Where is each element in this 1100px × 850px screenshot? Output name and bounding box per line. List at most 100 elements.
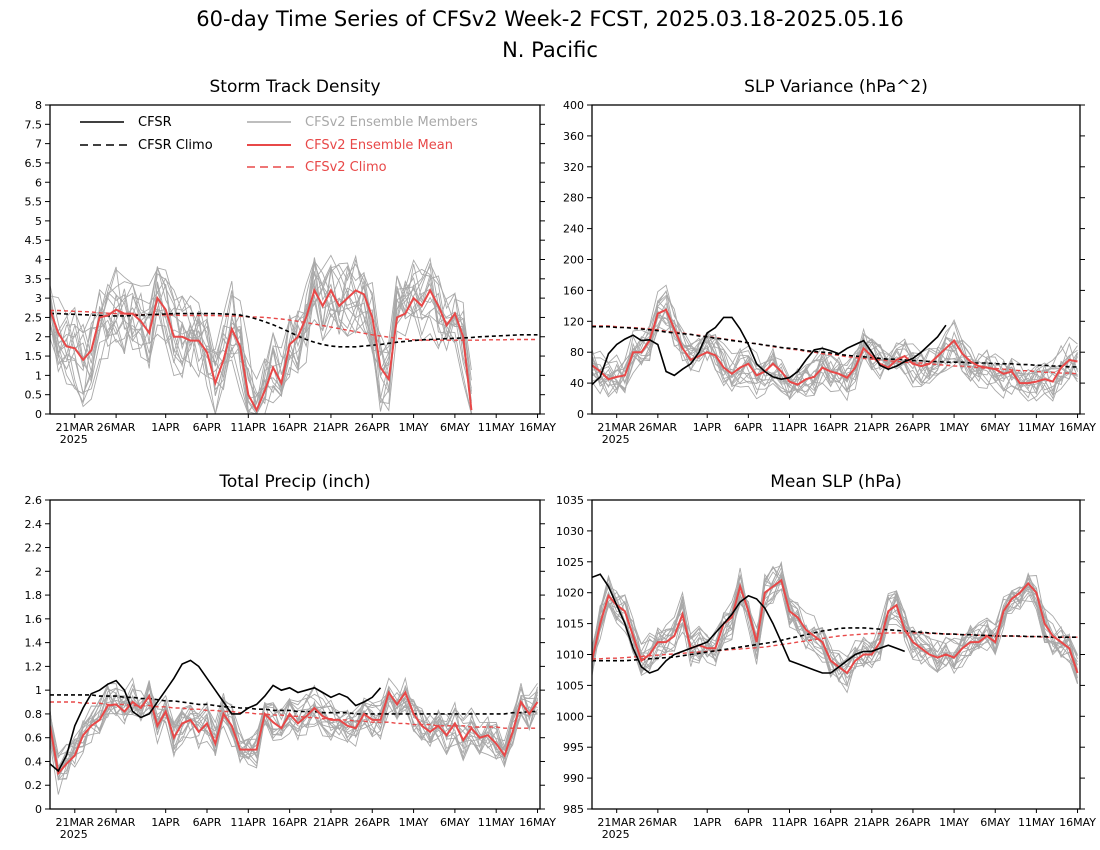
storm-track-density-ytick-label: 6 — [35, 176, 42, 189]
legend: CFSR CFSR Climo CFSv2 Ensemble Members C… — [80, 115, 478, 175]
storm-track-density-ytick-label: 3.5 — [25, 273, 43, 286]
slp-variance-ensemble-member-line — [592, 290, 1078, 402]
slp-variance-ytick-label: 80 — [570, 346, 584, 359]
total-precip-ytick-label: 2.2 — [25, 542, 43, 555]
storm-track-density-xtick-label: 26APR — [354, 421, 390, 434]
slp-variance-ytick-label: 40 — [570, 377, 584, 390]
mean-slp-year-label: 2025 — [602, 828, 630, 841]
legend-label-members: CFSv2 Ensemble Members — [305, 115, 478, 130]
mean-slp-ensemble-member-line — [592, 582, 1078, 683]
mean-slp-ytick-label: 1015 — [556, 618, 584, 631]
slp-variance-xtick-label: 26MAR — [639, 421, 678, 434]
mean-slp-ytick-label: 1005 — [556, 679, 584, 692]
slp-variance-xtick-label: 11APR — [772, 421, 808, 434]
total-precip-ytick-label: 1.8 — [25, 589, 43, 602]
total-precip-ensemble-member-line — [50, 685, 538, 771]
total-precip-ensemble-mean-line — [50, 690, 539, 776]
total-precip-xtick-label: 11MAY — [478, 816, 515, 829]
mean-slp-ytick-label: 1020 — [556, 587, 584, 600]
total-precip-xtick-label: 21APR — [313, 816, 349, 829]
total-precip-xtick-label: 11APR — [230, 816, 266, 829]
slp-variance-cfsr-line — [592, 316, 947, 386]
mean-slp-xtick-label: 1APR — [693, 816, 722, 829]
slp-variance-xtick-label: 16APR — [813, 421, 849, 434]
storm-track-density-frame — [49, 104, 541, 415]
slp-variance-xtick-label: 1APR — [693, 421, 722, 434]
figure-title-line-2: N. Pacific — [502, 38, 598, 62]
slp-variance-ytick-label: 320 — [563, 161, 584, 174]
slp-variance-ytick-label: 280 — [563, 192, 584, 205]
mean-slp-ytick-label: 995 — [563, 741, 584, 754]
storm-track-density-ytick-label: 7.5 — [25, 118, 43, 131]
storm-track-density-ytick-label: 1.5 — [25, 350, 43, 363]
total-precip-xtick-label: 1APR — [151, 816, 180, 829]
slp-variance-title: SLP Variance (hPa^2) — [744, 77, 928, 97]
slp-variance-xtick-label: 21APR — [854, 421, 890, 434]
storm-track-density-ytick-label: 1 — [35, 369, 42, 382]
slp-variance-xtick-label: 6APR — [734, 421, 763, 434]
figure-title-line-1: 60-day Time Series of CFSv2 Week-2 FCST,… — [196, 7, 903, 31]
storm-track-density-xtick-label: 21APR — [313, 421, 349, 434]
storm-track-density-ytick-label: 5 — [35, 215, 42, 228]
total-precip-ytick-label: 2 — [35, 565, 42, 578]
storm-track-density-ytick-label: 4 — [35, 254, 42, 267]
total-precip-xtick-label: 16MAY — [519, 816, 556, 829]
total-precip-xtick-label: 6APR — [193, 816, 222, 829]
total-precip-xtick-label: 26APR — [354, 816, 390, 829]
mean-slp-xtick-label: 16APR — [813, 816, 849, 829]
storm-track-density-xtick-label: 16MAY — [519, 421, 556, 434]
mean-slp-xtick-label: 11MAY — [1018, 816, 1055, 829]
mean-slp-ytick-label: 985 — [563, 803, 584, 816]
mean-slp-xtick-label: 26MAR — [639, 816, 678, 829]
total-precip-ensemble-member-line — [50, 676, 538, 780]
total-precip-ytick-label: 1 — [35, 684, 42, 697]
mean-slp-ensemble-member-line — [592, 574, 1078, 672]
slp-variance-ytick-label: 400 — [563, 99, 584, 112]
slp-variance-ytick-label: 360 — [563, 130, 584, 143]
total-precip-year-label: 2025 — [60, 828, 88, 841]
mean-slp-ytick-label: 990 — [563, 772, 584, 785]
storm-track-density-ytick-label: 2 — [35, 331, 42, 344]
mean-slp-ensemble-member-line — [592, 562, 1078, 682]
mean-slp-xtick-label: 11APR — [772, 816, 808, 829]
panel-storm-track-density: Storm Track Density 0 0.5 1 1.5 2 2.5 3 3.5 4 4.5 5… — [25, 77, 557, 446]
storm-track-density-cfsv2-climo-line — [50, 309, 538, 341]
slp-variance-year-label: 2025 — [602, 433, 630, 446]
storm-track-density-plot-area — [50, 254, 538, 414]
total-precip-plot-area — [50, 659, 539, 795]
slp-variance-ensemble-member-line — [592, 314, 1078, 398]
storm-track-density-cfsr-climo-line — [50, 312, 538, 348]
panel-total-precip: Total Precip (inch) 0 0.2 0.4 0.6 0.8 1 1.2 1.4 1… — [25, 472, 557, 841]
mean-slp-xtick-label: 16MAY — [1059, 816, 1096, 829]
slp-variance-cfsr-climo-line — [592, 325, 1078, 368]
legend-label-mean: CFSv2 Ensemble Mean — [305, 138, 453, 153]
storm-track-density-xtick-label: 11MAY — [478, 421, 515, 434]
slp-variance-ytick-label: 160 — [563, 284, 584, 297]
total-precip-cfsr-climo-line — [50, 694, 538, 715]
mean-slp-ytick-label: 1030 — [556, 525, 584, 538]
storm-track-density-xtick-label: 26MAR — [97, 421, 136, 434]
slp-variance-xtick-label: 1MAY — [939, 421, 969, 434]
mean-slp-title: Mean SLP (hPa) — [770, 472, 902, 492]
total-precip-xtick-label: 6MAY — [440, 816, 470, 829]
slp-variance-ytick-label: 240 — [563, 223, 584, 236]
mean-slp-plot-area — [592, 560, 1079, 694]
total-precip-ytick-label: 0 — [35, 803, 42, 816]
mean-slp-ytick-label: 1000 — [556, 710, 584, 723]
storm-track-density-ytick-label: 8 — [35, 99, 42, 112]
mean-slp-ensemble-mean-line — [592, 578, 1079, 675]
total-precip-ytick-label: 0.8 — [25, 708, 43, 721]
total-precip-title: Total Precip (inch) — [218, 472, 370, 492]
storm-track-density-year-label: 2025 — [60, 433, 88, 446]
mean-slp-xtick-label: 21APR — [854, 816, 890, 829]
storm-track-density-ensemble-member-line — [50, 262, 472, 413]
slp-variance-xtick-label: 11MAY — [1018, 421, 1055, 434]
mean-slp-xtick-label: 21MAR — [597, 816, 636, 829]
storm-track-density-ensemble-mean-line — [50, 287, 473, 413]
storm-track-density-ytick-label: 5.5 — [25, 196, 43, 209]
total-precip-frame — [49, 499, 541, 810]
total-precip-ytick-label: 0.6 — [25, 732, 43, 745]
storm-track-density-ytick-label: 0.5 — [25, 389, 43, 402]
total-precip-xtick-label: 16APR — [272, 816, 308, 829]
